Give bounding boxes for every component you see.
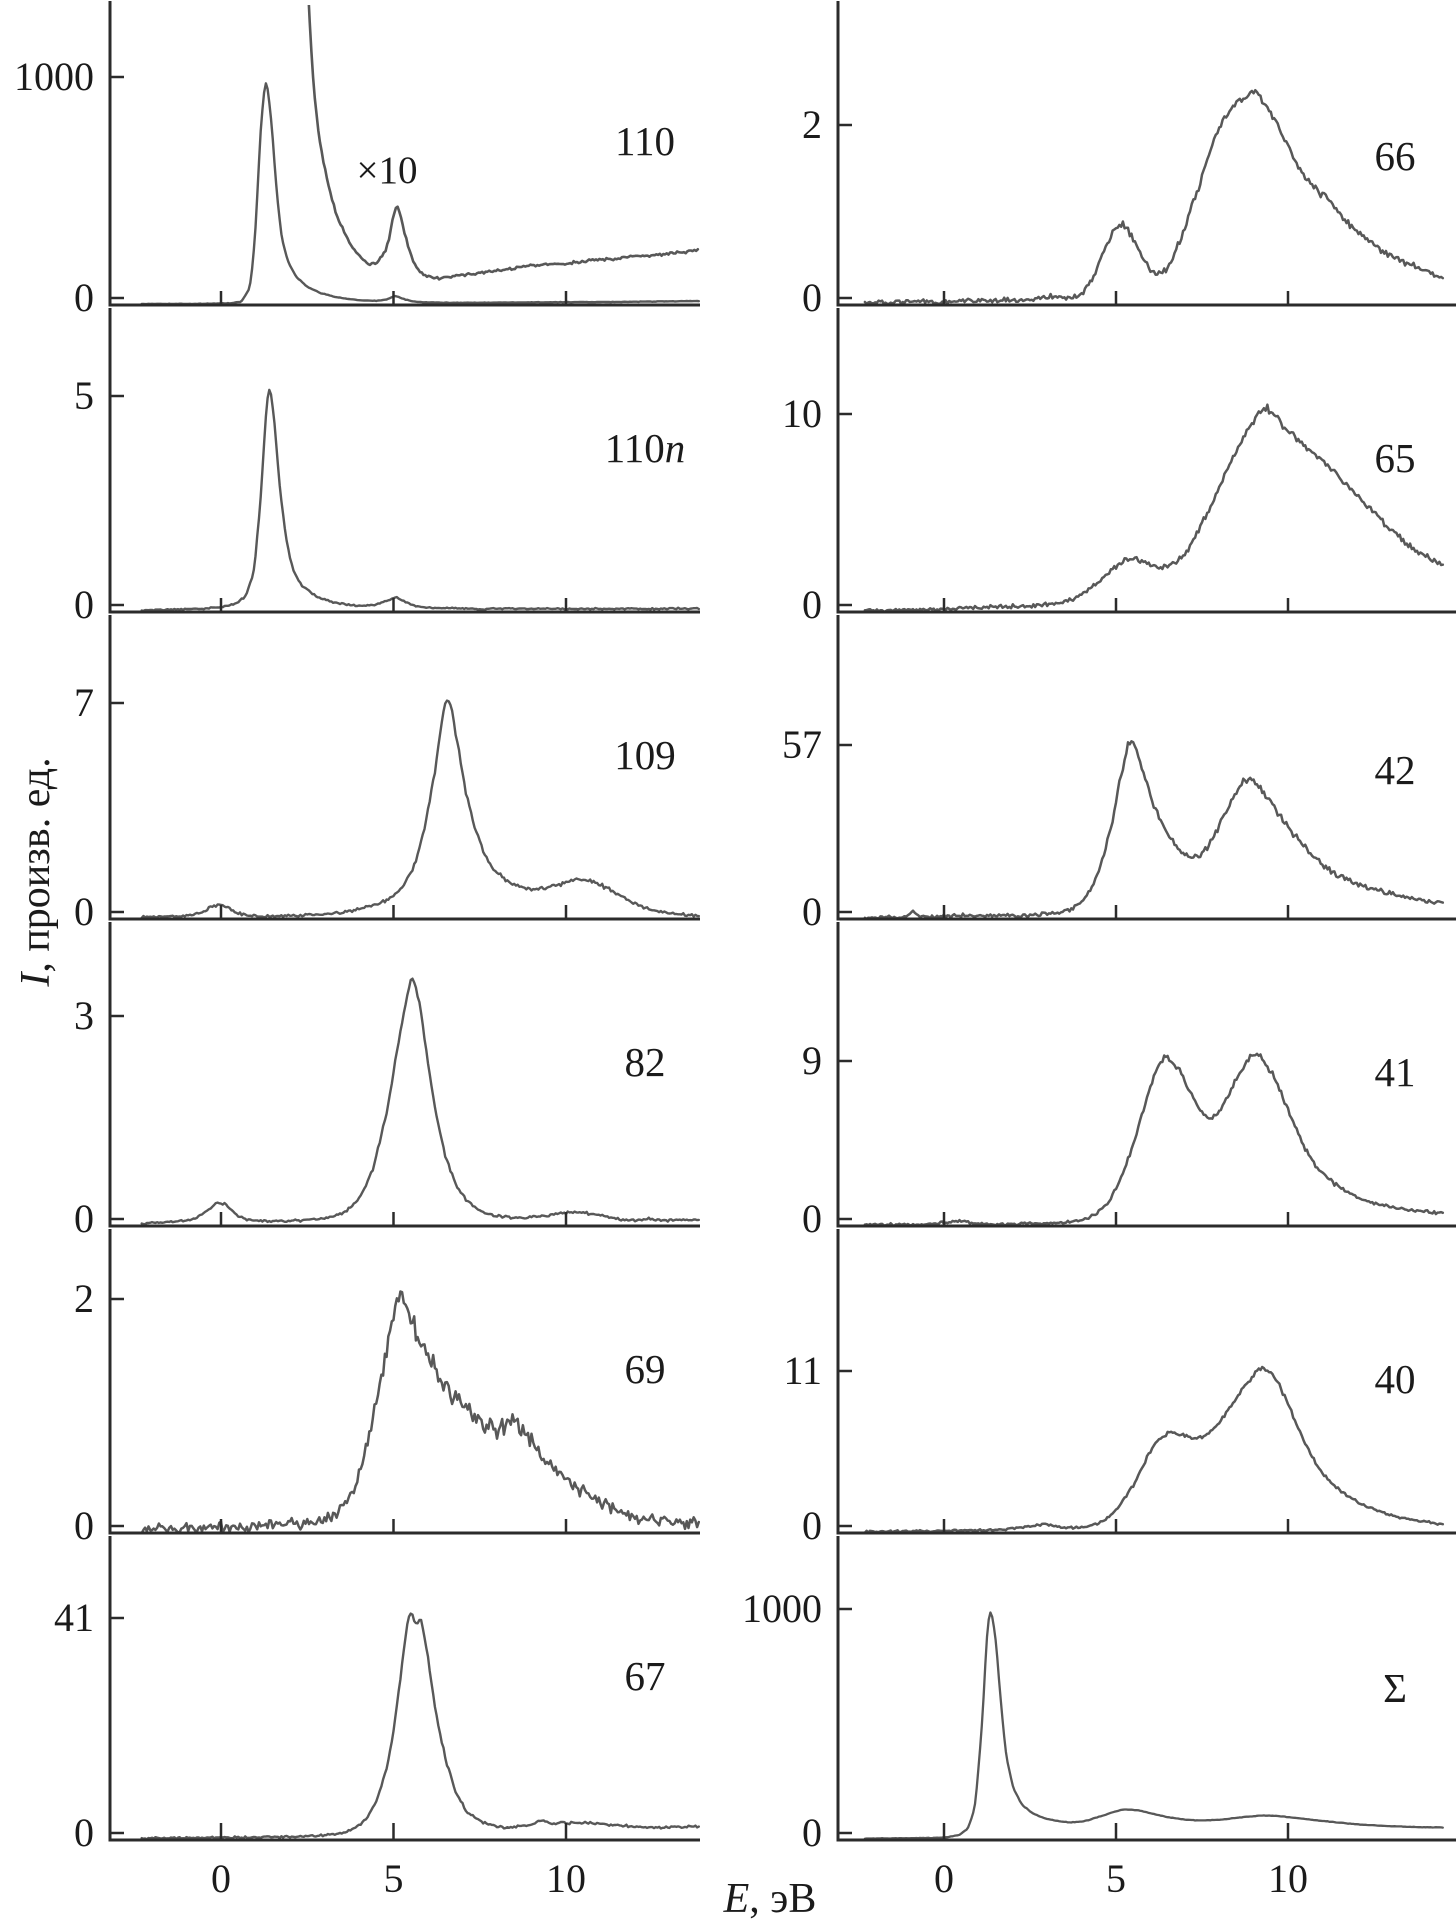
spectrum-curve-67-main [140,1612,700,1839]
y-tick-label: 9 [802,1038,822,1083]
spectrum-curve-42-main [863,740,1445,918]
panel-67: 41 0 67 0 5 10 [54,1536,700,1901]
spectrum-curve-41-main [863,1052,1445,1225]
panel-curves [863,1052,1445,1225]
panel-curves [140,977,700,1225]
spectrum-curve-Σ-main [863,1611,1444,1839]
spectrum-curve-65-main [863,403,1445,611]
panel-label-82: 82 [625,1039,666,1085]
panel-42: 57 0 42 [782,615,1456,934]
panel-label-66: 66 [1375,133,1416,179]
panel-label-67: 67 [625,1653,666,1699]
panel-curves [863,740,1445,918]
panel-label-65: 65 [1375,435,1416,481]
y-tick-label: 41 [54,1595,94,1640]
y-tick-label: 3 [74,993,94,1038]
x-tick-label: 5 [1106,1856,1126,1901]
panel-65: 10 0 65 [782,308,1456,627]
y-axis-label: I, произв. ед. [12,757,60,986]
x-tick-label: 5 [384,1856,404,1901]
y-tick-label: 1000 [14,54,94,99]
panel-curves [863,1611,1444,1839]
y-tick-label: 11 [783,1348,822,1393]
y-zero-label: 0 [74,275,94,320]
x-tick-label: 0 [211,1856,231,1901]
x-axis-label-symbol: E [723,1876,750,1922]
panel-curves [140,388,700,611]
panel-curves [863,403,1445,611]
panel-label-110: 110 [615,118,675,164]
y-axis-label-symbol: I [13,972,59,987]
panel-label-110n: 110n [605,425,685,471]
y-tick-label: 1000 [742,1586,822,1631]
y-zero-label: 0 [74,1196,94,1241]
spectrum-curve-110-x10 [307,5,700,281]
panel-109: 7 0 109 [74,615,700,934]
y-tick-label: 2 [802,102,822,147]
y-tick-label: 10 [782,391,822,436]
spectrum-curve-110n-main [140,388,700,611]
panel-label-69: 69 [625,1346,666,1392]
y-zero-label: 0 [74,1503,94,1548]
spectrum-curve-109-main [140,699,700,918]
y-tick-label: 5 [74,373,94,418]
panel-curves [140,5,700,304]
panel-82: 3 0 82 [74,922,700,1241]
y-zero-label: 0 [802,889,822,934]
panel-41: 9 0 41 [802,922,1456,1241]
x-tick-label: 10 [1268,1856,1308,1901]
y-tick-label: 7 [74,680,94,725]
panel-label-40: 40 [1375,1356,1416,1402]
scale-annotation: ×10 [357,149,418,192]
x-axis-label: E, эВ [724,1875,817,1923]
panel-curves [863,1365,1445,1532]
panel-curves [863,88,1445,304]
y-zero-label: 0 [802,1196,822,1241]
spectrum-curve-66-main [863,88,1445,304]
spectrum-curve-82-main [140,977,700,1225]
y-tick-label: 2 [74,1276,94,1321]
x-axis-label-units: , эВ [749,1876,817,1922]
y-zero-label: 0 [802,1503,822,1548]
y-tick-label: 57 [782,722,822,767]
panel-curves [140,1612,700,1839]
y-zero-label: 0 [74,1810,94,1855]
panel-40: 11 0 40 [783,1229,1456,1548]
panel-Σ: 1000 0 Σ 0 5 10 [742,1536,1456,1901]
y-zero-label: 0 [802,275,822,320]
spectrum-curve-110-main [140,82,700,304]
panel-label-Σ: Σ [1383,1665,1407,1711]
y-zero-label: 0 [802,582,822,627]
x-tick-label: 0 [934,1856,954,1901]
panel-label-italic-suffix: n [665,425,686,471]
spectrum-curve-69-main [140,1290,700,1532]
y-zero-label: 0 [802,1810,822,1855]
y-zero-label: 0 [74,889,94,934]
spectrum-curve-40-main [863,1365,1445,1532]
y-zero-label: 0 [74,582,94,627]
panel-curves [140,1290,700,1532]
y-axis-label-units: , произв. ед. [13,757,59,973]
panel-110: 1000 0 110 ×10 [14,1,700,320]
panel-110n: 5 0 110n [74,308,700,627]
panel-label-109: 109 [614,732,676,778]
panel-label-41: 41 [1375,1049,1416,1095]
panel-curves [140,699,700,918]
x-tick-label: 10 [546,1856,586,1901]
panel-label-42: 42 [1375,747,1416,793]
